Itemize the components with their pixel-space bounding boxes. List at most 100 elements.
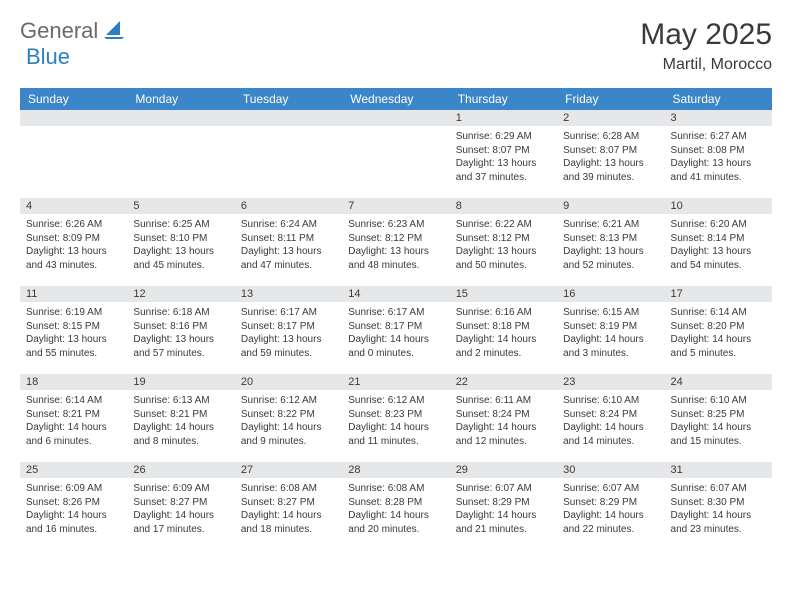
day-number	[342, 110, 449, 126]
cell-line: Sunset: 8:23 PM	[348, 408, 443, 422]
cell-line: Sunrise: 6:23 AM	[348, 218, 443, 232]
day-header: Friday	[557, 88, 664, 110]
cell-line: Daylight: 14 hours and 0 minutes.	[348, 333, 443, 360]
cell-line: Daylight: 13 hours and 45 minutes.	[133, 245, 228, 272]
cell-body: Sunrise: 6:14 AMSunset: 8:21 PMDaylight:…	[20, 390, 127, 454]
calendar-cell	[127, 110, 234, 198]
day-number: 10	[665, 198, 772, 214]
calendar-cell	[235, 110, 342, 198]
cell-line: Sunset: 8:12 PM	[348, 232, 443, 246]
cell-line: Sunrise: 6:17 AM	[348, 306, 443, 320]
cell-line: Sunrise: 6:14 AM	[671, 306, 766, 320]
cell-body: Sunrise: 6:09 AMSunset: 8:27 PMDaylight:…	[127, 478, 234, 542]
cell-line: Daylight: 14 hours and 5 minutes.	[671, 333, 766, 360]
cell-line: Sunset: 8:08 PM	[671, 144, 766, 158]
cell-body: Sunrise: 6:24 AMSunset: 8:11 PMDaylight:…	[235, 214, 342, 278]
day-number: 19	[127, 374, 234, 390]
cell-body: Sunrise: 6:09 AMSunset: 8:26 PMDaylight:…	[20, 478, 127, 542]
cell-body: Sunrise: 6:22 AMSunset: 8:12 PMDaylight:…	[450, 214, 557, 278]
day-number: 12	[127, 286, 234, 302]
calendar-cell: 18Sunrise: 6:14 AMSunset: 8:21 PMDayligh…	[20, 374, 127, 462]
day-number: 4	[20, 198, 127, 214]
calendar-cell: 11Sunrise: 6:19 AMSunset: 8:15 PMDayligh…	[20, 286, 127, 374]
cell-body	[235, 126, 342, 136]
cell-line: Sunrise: 6:29 AM	[456, 130, 551, 144]
calendar-cell: 3Sunrise: 6:27 AMSunset: 8:08 PMDaylight…	[665, 110, 772, 198]
calendar-cell: 17Sunrise: 6:14 AMSunset: 8:20 PMDayligh…	[665, 286, 772, 374]
cell-line: Daylight: 14 hours and 2 minutes.	[456, 333, 551, 360]
day-number: 24	[665, 374, 772, 390]
day-number: 13	[235, 286, 342, 302]
day-number	[127, 110, 234, 126]
cell-body: Sunrise: 6:08 AMSunset: 8:28 PMDaylight:…	[342, 478, 449, 542]
calendar-cell: 13Sunrise: 6:17 AMSunset: 8:17 PMDayligh…	[235, 286, 342, 374]
cell-line: Sunrise: 6:12 AM	[348, 394, 443, 408]
cell-line: Sunset: 8:14 PM	[671, 232, 766, 246]
cell-body: Sunrise: 6:08 AMSunset: 8:27 PMDaylight:…	[235, 478, 342, 542]
logo-sail-icon	[104, 19, 124, 44]
day-number: 17	[665, 286, 772, 302]
cell-body: Sunrise: 6:13 AMSunset: 8:21 PMDaylight:…	[127, 390, 234, 454]
calendar-cell: 7Sunrise: 6:23 AMSunset: 8:12 PMDaylight…	[342, 198, 449, 286]
cell-line: Daylight: 13 hours and 50 minutes.	[456, 245, 551, 272]
location: Martil, Morocco	[640, 56, 772, 74]
cell-line: Daylight: 14 hours and 12 minutes.	[456, 421, 551, 448]
cell-line: Sunset: 8:16 PM	[133, 320, 228, 334]
calendar-cell: 1Sunrise: 6:29 AMSunset: 8:07 PMDaylight…	[450, 110, 557, 198]
cell-line: Daylight: 13 hours and 55 minutes.	[26, 333, 121, 360]
cell-line: Sunrise: 6:09 AM	[26, 482, 121, 496]
cell-line: Sunrise: 6:07 AM	[563, 482, 658, 496]
cell-line: Sunset: 8:15 PM	[26, 320, 121, 334]
day-number: 28	[342, 462, 449, 478]
day-number: 8	[450, 198, 557, 214]
calendar-cell: 20Sunrise: 6:12 AMSunset: 8:22 PMDayligh…	[235, 374, 342, 462]
cell-body: Sunrise: 6:28 AMSunset: 8:07 PMDaylight:…	[557, 126, 664, 190]
calendar-cell: 2Sunrise: 6:28 AMSunset: 8:07 PMDaylight…	[557, 110, 664, 198]
calendar-week: 4Sunrise: 6:26 AMSunset: 8:09 PMDaylight…	[20, 198, 772, 286]
calendar-cell: 14Sunrise: 6:17 AMSunset: 8:17 PMDayligh…	[342, 286, 449, 374]
logo-text-general: General	[20, 18, 98, 44]
calendar-cell: 22Sunrise: 6:11 AMSunset: 8:24 PMDayligh…	[450, 374, 557, 462]
calendar-cell: 23Sunrise: 6:10 AMSunset: 8:24 PMDayligh…	[557, 374, 664, 462]
calendar-cell	[342, 110, 449, 198]
cell-line: Daylight: 14 hours and 21 minutes.	[456, 509, 551, 536]
day-header: Sunday	[20, 88, 127, 110]
day-number: 15	[450, 286, 557, 302]
cell-line: Sunset: 8:26 PM	[26, 496, 121, 510]
cell-body: Sunrise: 6:19 AMSunset: 8:15 PMDaylight:…	[20, 302, 127, 366]
month-title: May 2025	[640, 18, 772, 52]
cell-line: Sunset: 8:25 PM	[671, 408, 766, 422]
cell-body: Sunrise: 6:15 AMSunset: 8:19 PMDaylight:…	[557, 302, 664, 366]
cell-line: Sunrise: 6:21 AM	[563, 218, 658, 232]
cell-line: Daylight: 14 hours and 9 minutes.	[241, 421, 336, 448]
cell-line: Sunset: 8:07 PM	[563, 144, 658, 158]
day-number: 9	[557, 198, 664, 214]
cell-line: Sunrise: 6:11 AM	[456, 394, 551, 408]
cell-line: Sunrise: 6:27 AM	[671, 130, 766, 144]
cell-line: Sunrise: 6:15 AM	[563, 306, 658, 320]
cell-line: Sunset: 8:12 PM	[456, 232, 551, 246]
cell-line: Daylight: 13 hours and 59 minutes.	[241, 333, 336, 360]
day-number: 18	[20, 374, 127, 390]
cell-line: Daylight: 14 hours and 18 minutes.	[241, 509, 336, 536]
cell-line: Sunrise: 6:26 AM	[26, 218, 121, 232]
calendar-cell: 16Sunrise: 6:15 AMSunset: 8:19 PMDayligh…	[557, 286, 664, 374]
calendar-cell: 10Sunrise: 6:20 AMSunset: 8:14 PMDayligh…	[665, 198, 772, 286]
cell-line: Daylight: 13 hours and 47 minutes.	[241, 245, 336, 272]
cell-body: Sunrise: 6:12 AMSunset: 8:23 PMDaylight:…	[342, 390, 449, 454]
calendar-cell: 30Sunrise: 6:07 AMSunset: 8:29 PMDayligh…	[557, 462, 664, 550]
cell-body: Sunrise: 6:20 AMSunset: 8:14 PMDaylight:…	[665, 214, 772, 278]
cell-line: Sunset: 8:29 PM	[563, 496, 658, 510]
day-header: Monday	[127, 88, 234, 110]
cell-body: Sunrise: 6:17 AMSunset: 8:17 PMDaylight:…	[235, 302, 342, 366]
calendar-cell: 29Sunrise: 6:07 AMSunset: 8:29 PMDayligh…	[450, 462, 557, 550]
day-number: 31	[665, 462, 772, 478]
cell-line: Sunrise: 6:12 AM	[241, 394, 336, 408]
cell-body: Sunrise: 6:07 AMSunset: 8:30 PMDaylight:…	[665, 478, 772, 542]
cell-line: Daylight: 14 hours and 8 minutes.	[133, 421, 228, 448]
calendar-cell: 31Sunrise: 6:07 AMSunset: 8:30 PMDayligh…	[665, 462, 772, 550]
day-number: 23	[557, 374, 664, 390]
day-number: 14	[342, 286, 449, 302]
cell-line: Sunset: 8:28 PM	[348, 496, 443, 510]
calendar-cell: 9Sunrise: 6:21 AMSunset: 8:13 PMDaylight…	[557, 198, 664, 286]
